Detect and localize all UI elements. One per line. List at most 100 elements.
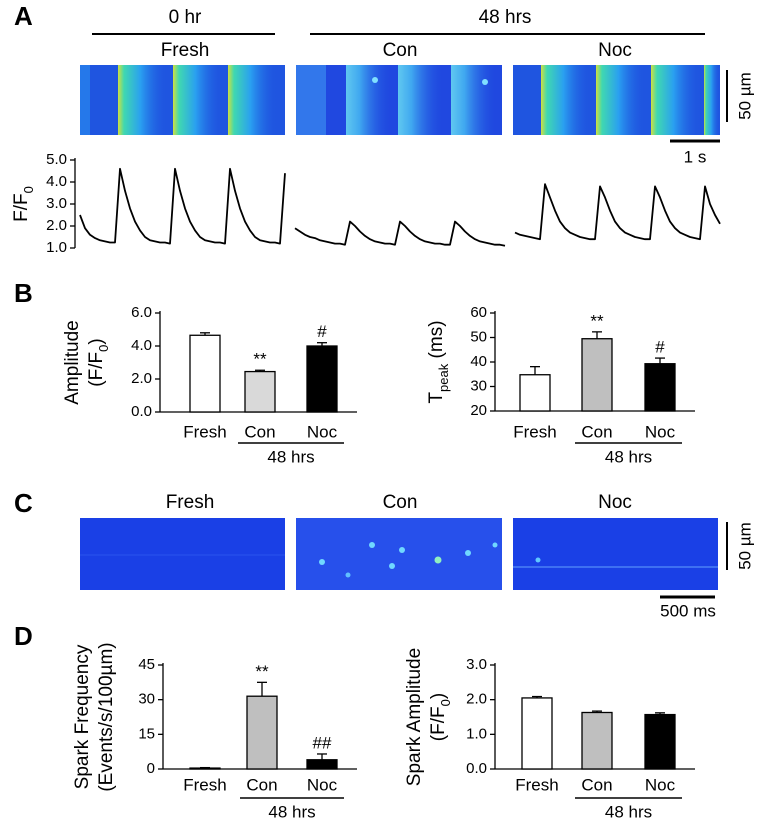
y-axis-label-part: peak [436,363,451,392]
x-tick-label: Con [581,422,612,441]
bar [246,695,278,770]
y-tick-label: 4.0 [46,173,67,190]
panel-label: B [14,278,33,308]
bar [581,711,613,770]
significance: # [317,322,327,341]
image-label: Noc [598,492,632,513]
y-tick-label: 3.0 [466,656,487,673]
y-axis-label-part: Spark Amplitude [404,648,425,786]
y-tick-label: 6.0 [131,304,152,321]
image-label: Con [383,40,418,61]
y-tick-label: 4.0 [131,337,152,354]
y-tick-label: 1.0 [466,725,487,742]
x-tick-label: Fresh [513,422,556,441]
significance: ** [253,350,267,369]
x-tick-label: Noc [645,775,676,794]
y-axis-label: Spark Frequency [72,644,93,789]
x-tick-label: Noc [307,422,338,441]
scale-label: 50 µm [735,72,754,120]
linescan-image [296,65,502,135]
y-axis-label-part: (F/F [86,352,107,387]
time-group: 48 hrs [479,7,532,28]
y-axis-label-part: 0 [96,345,111,352]
y-tick-label: 0.0 [131,403,152,420]
y-axis-label: Tpeak (ms) [426,320,451,403]
bar [306,345,338,413]
y-axis-label: Spark Amplitude [404,648,425,786]
bar [519,374,551,412]
bar [644,713,676,770]
x-tick-label: Noc [645,422,676,441]
x-tick-label: Fresh [515,775,558,794]
time-group: 0 hr [169,7,202,28]
y-axis-label: Amplitude [62,320,83,405]
y-axis-label: (F/F0) [86,338,111,386]
y-axis-label: F/F0 [11,186,36,222]
bar [306,759,338,770]
y-tick-label: 40 [470,353,487,370]
group-label: 48 hrs [267,447,314,466]
x-tick-label: Con [581,775,612,794]
y-tick-label: 5.0 [46,151,67,168]
y-axis-label-part: ) [428,693,449,699]
scale-label: 500 ms [660,601,716,620]
y-axis-label-part: T [426,392,447,404]
y-axis-label-part: (Events/s/100µm) [96,642,117,791]
image-label: Noc [598,40,632,61]
linescan-image [513,65,720,135]
bar [521,697,553,770]
y-tick-label: 0.0 [466,760,487,777]
y-tick-label: 45 [138,656,155,673]
x-tick-label: Con [244,422,275,441]
bar [189,767,221,770]
significance: ** [255,662,269,681]
y-axis-label-part: Amplitude [62,320,83,405]
y-tick-label: 20 [470,402,487,419]
x-tick-label: Fresh [183,775,226,794]
y-axis-label-part: F/F [11,193,32,222]
y-tick-label: 60 [470,304,487,321]
y-axis-label: (F/F0) [428,693,453,741]
y-axis-label-part: (F/F [428,706,449,741]
panel-label: A [14,1,33,31]
image-label: Fresh [166,492,215,513]
panel-label: C [14,488,33,518]
trace [79,167,721,247]
scale-label: 50 µm [735,522,754,570]
image-label: Fresh [161,40,210,61]
scale-label: 1 s [684,147,707,166]
y-axis-label-part: ) [86,338,107,344]
bar [244,370,276,413]
x-tick-label: Con [246,775,277,794]
significance: ** [590,311,604,330]
image-label: Con [383,492,418,513]
group-label: 48 hrs [268,802,315,821]
panel-label: D [14,621,33,651]
y-tick-label: 2.0 [131,370,152,387]
y-axis-label-part: Spark Frequency [72,644,93,789]
linescan-image [80,65,285,135]
x-tick-label: Fresh [183,422,226,441]
y-tick-label: 3.0 [46,195,67,212]
bar [581,338,613,412]
y-tick-label: 30 [138,691,155,708]
group-label: 48 hrs [605,447,652,466]
significance: # [655,338,665,357]
significance: ## [313,733,332,752]
spark-image [513,518,718,590]
y-tick-label: 0 [147,760,155,777]
spark-image [296,518,502,590]
y-axis-label-part: (ms) [426,320,447,363]
y-tick-label: 1.0 [46,239,67,256]
bar [189,334,221,413]
spark-image [80,518,285,590]
y-axis-label-part: 0 [21,186,36,193]
y-tick-label: 30 [470,377,487,394]
y-tick-label: 2.0 [46,217,67,234]
y-tick-label: 2.0 [466,691,487,708]
bar [644,363,676,412]
y-tick-label: 15 [138,725,155,742]
y-axis-label: (Events/s/100µm) [96,642,117,791]
x-tick-label: Noc [307,775,338,794]
